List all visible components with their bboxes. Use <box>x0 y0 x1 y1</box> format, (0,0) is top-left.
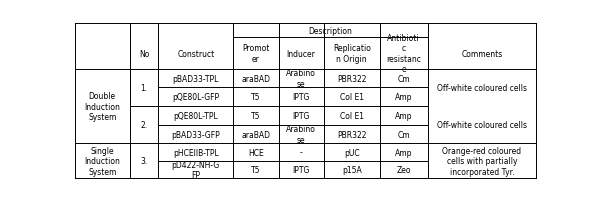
Text: Inducer: Inducer <box>287 49 315 58</box>
Text: Cm: Cm <box>398 130 410 139</box>
Text: Replicatio
n Origin: Replicatio n Origin <box>333 44 371 63</box>
Text: PBR322: PBR322 <box>337 74 367 83</box>
Text: IPTG: IPTG <box>293 111 310 120</box>
Text: HCE: HCE <box>248 148 264 157</box>
Text: pHCEIIB-TPL: pHCEIIB-TPL <box>173 148 219 157</box>
Text: Amp: Amp <box>395 148 412 157</box>
Text: 3.: 3. <box>141 156 148 165</box>
Text: Amp: Amp <box>395 111 412 120</box>
Text: PBR322: PBR322 <box>337 130 367 139</box>
Text: pD422-NH-G
FP: pD422-NH-G FP <box>172 160 220 179</box>
Text: T5: T5 <box>251 111 260 120</box>
Text: p15A: p15A <box>342 165 362 174</box>
Text: pQE80L-TPL: pQE80L-TPL <box>173 111 218 120</box>
Text: Cm: Cm <box>398 74 410 83</box>
Text: -: - <box>300 148 303 157</box>
Text: Description: Description <box>309 27 352 36</box>
Text: pBAD33-GFP: pBAD33-GFP <box>172 130 220 139</box>
Text: IPTG: IPTG <box>293 165 310 174</box>
Text: 1.: 1. <box>141 84 148 92</box>
Text: IPTG: IPTG <box>293 93 310 102</box>
Text: Col E1: Col E1 <box>340 111 364 120</box>
Text: Antibioti
c
resistanc
e: Antibioti c resistanc e <box>386 34 421 74</box>
Text: Single
Induction
System: Single Induction System <box>84 146 120 176</box>
Text: Construct: Construct <box>177 49 215 58</box>
Text: Promot
er: Promot er <box>242 44 269 63</box>
Text: Double
Induction
System: Double Induction System <box>84 92 120 121</box>
Text: Orange-red coloured
cells with partially
incorporated Tyr.: Orange-red coloured cells with partially… <box>442 146 522 176</box>
Text: T5: T5 <box>251 165 260 174</box>
Text: Col E1: Col E1 <box>340 93 364 102</box>
Text: 2.: 2. <box>141 121 148 130</box>
Text: Arabino
se: Arabino se <box>286 125 316 144</box>
Text: Arabino
se: Arabino se <box>286 69 316 88</box>
Text: No: No <box>139 49 150 58</box>
Text: araBAD: araBAD <box>241 74 271 83</box>
Text: Off-white coloured cells: Off-white coloured cells <box>437 84 527 92</box>
Text: T5: T5 <box>251 93 260 102</box>
Text: pUC: pUC <box>344 148 359 157</box>
Text: Comments: Comments <box>461 49 502 58</box>
Text: Off-white coloured cells: Off-white coloured cells <box>437 121 527 130</box>
Text: araBAD: araBAD <box>241 130 271 139</box>
Text: pQE80L-GFP: pQE80L-GFP <box>172 93 219 102</box>
Text: Amp: Amp <box>395 93 412 102</box>
Text: Zeo: Zeo <box>396 165 411 174</box>
Text: pBAD33-TPL: pBAD33-TPL <box>173 74 219 83</box>
